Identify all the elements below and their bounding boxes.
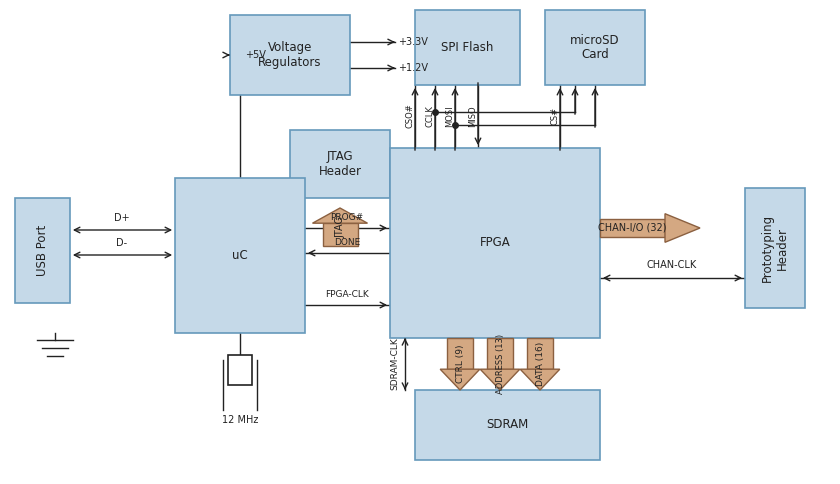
FancyBboxPatch shape — [390, 148, 600, 338]
FancyBboxPatch shape — [290, 130, 390, 198]
Text: Voltage
Regulators: Voltage Regulators — [258, 41, 322, 69]
Text: SPI Flash: SPI Flash — [441, 41, 494, 54]
Text: D+: D+ — [114, 213, 130, 223]
Polygon shape — [312, 208, 368, 223]
Text: JTAG
Header: JTAG Header — [318, 150, 361, 178]
Text: 12 MHz: 12 MHz — [222, 415, 258, 425]
Polygon shape — [487, 338, 512, 369]
FancyBboxPatch shape — [415, 390, 600, 460]
Polygon shape — [665, 214, 700, 242]
FancyBboxPatch shape — [230, 15, 350, 95]
Text: JTAG: JTAG — [335, 216, 345, 238]
Text: CHAN-CLK: CHAN-CLK — [647, 260, 697, 270]
Text: D-: D- — [117, 238, 128, 248]
Text: CCLK: CCLK — [426, 105, 434, 127]
FancyBboxPatch shape — [415, 10, 520, 85]
Polygon shape — [528, 338, 553, 369]
Text: PROG#: PROG# — [330, 213, 364, 222]
Text: CHAN-I/O (32): CHAN-I/O (32) — [598, 223, 667, 233]
Text: uC: uC — [232, 249, 248, 262]
Text: ADDRESS (13): ADDRESS (13) — [496, 334, 505, 394]
Polygon shape — [600, 219, 665, 237]
Polygon shape — [480, 369, 520, 390]
Text: MOSI: MOSI — [445, 105, 454, 127]
FancyBboxPatch shape — [15, 198, 70, 303]
FancyBboxPatch shape — [175, 178, 305, 333]
Text: Prototyping
Header: Prototyping Header — [761, 214, 789, 282]
FancyBboxPatch shape — [545, 10, 645, 85]
Polygon shape — [448, 338, 473, 369]
Text: MISO: MISO — [469, 105, 477, 127]
Text: DATA (16): DATA (16) — [536, 342, 544, 386]
FancyBboxPatch shape — [228, 355, 252, 385]
FancyBboxPatch shape — [745, 188, 805, 308]
Polygon shape — [440, 369, 480, 390]
Text: +5V: +5V — [245, 50, 266, 60]
Text: DONE: DONE — [333, 238, 360, 247]
Text: microSD
Card: microSD Card — [570, 33, 620, 61]
Text: +1.2V: +1.2V — [398, 63, 428, 73]
Text: CSO#: CSO# — [406, 104, 414, 128]
Text: FPGA-CLK: FPGA-CLK — [325, 290, 369, 299]
Polygon shape — [323, 223, 358, 246]
Text: FPGA: FPGA — [480, 237, 511, 249]
Polygon shape — [520, 369, 559, 390]
Text: CTRL (9): CTRL (9) — [455, 345, 465, 383]
Text: CS#: CS# — [550, 107, 559, 125]
Text: SDRAM: SDRAM — [486, 419, 528, 432]
Text: USB Port: USB Port — [36, 225, 49, 276]
Text: SDRAM-CLK: SDRAM-CLK — [391, 338, 400, 391]
Text: +3.3V: +3.3V — [398, 37, 428, 47]
